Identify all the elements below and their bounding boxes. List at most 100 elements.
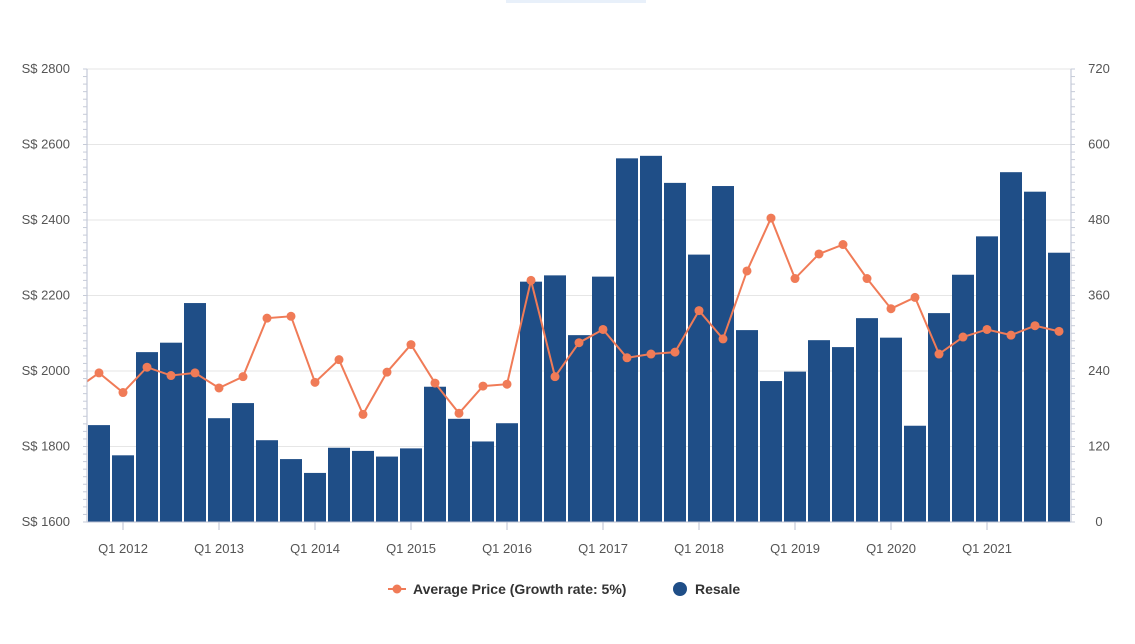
legend-item-resale[interactable]: Resale xyxy=(673,581,740,597)
average-price-point xyxy=(670,347,680,357)
average-price-point xyxy=(526,275,536,285)
average-price-point xyxy=(622,353,632,363)
average-price-point xyxy=(886,304,896,314)
resale-bar xyxy=(616,158,638,522)
right-tick-label: 480 xyxy=(1088,212,1110,227)
resale-bar xyxy=(496,423,518,522)
resale-bar xyxy=(304,472,326,522)
resale-bar xyxy=(136,352,158,522)
resale-bar xyxy=(328,447,350,522)
left-tick-label: S$ 2000 xyxy=(22,363,70,378)
average-price-line xyxy=(87,213,1064,419)
average-price-point xyxy=(718,334,728,344)
average-price-point xyxy=(166,371,176,381)
left-tick-label: S$ 2600 xyxy=(22,137,70,152)
left-tick-label: S$ 2400 xyxy=(22,212,70,227)
legend-item-average-price[interactable]: Average Price (Growth rate: 5%) xyxy=(388,581,626,597)
average-price-point xyxy=(214,383,224,393)
average-price-point xyxy=(1006,330,1016,340)
resale-bar xyxy=(1024,191,1046,522)
legend-label-resale: Resale xyxy=(695,581,740,597)
legend-dot-marker xyxy=(673,582,687,596)
x-tick-label: Q1 2016 xyxy=(482,541,532,556)
average-price-point xyxy=(766,213,776,223)
resale-bar xyxy=(832,347,854,522)
average-price-point xyxy=(382,367,392,377)
left-tick-label: S$ 1800 xyxy=(22,439,70,454)
average-price-point xyxy=(934,349,944,359)
resale-bar xyxy=(400,448,422,522)
average-price-point xyxy=(1054,326,1064,336)
resale-bar xyxy=(520,281,542,522)
average-price-point xyxy=(190,368,200,378)
average-price-polyline xyxy=(87,215,1060,417)
average-price-point xyxy=(838,240,848,250)
average-price-point xyxy=(790,274,800,284)
resale-bar xyxy=(472,441,494,522)
average-price-point xyxy=(238,372,248,382)
average-price-point xyxy=(478,381,488,391)
x-tick-label: Q1 2019 xyxy=(770,541,820,556)
left-tick-label: S$ 2200 xyxy=(22,288,70,303)
resale-bar xyxy=(112,455,134,522)
right-tick-label: 240 xyxy=(1088,363,1110,378)
resale-bar xyxy=(448,418,470,522)
resale-bar xyxy=(928,313,950,522)
resale-bar xyxy=(544,275,566,522)
x-tick-label: Q1 2013 xyxy=(194,541,244,556)
resale-bar xyxy=(760,381,782,522)
resale-bar xyxy=(688,254,710,522)
resale-bar xyxy=(880,337,902,522)
resale-bar xyxy=(856,318,878,522)
average-price-point xyxy=(454,408,464,418)
resale-bar xyxy=(1000,172,1022,522)
resale-bar xyxy=(208,418,230,522)
resale-bar xyxy=(376,456,398,522)
resale-bar xyxy=(736,330,758,522)
average-price-point xyxy=(598,324,608,334)
legend[interactable]: Average Price (Growth rate: 5%) Resale xyxy=(388,581,740,597)
axes: S$ 1600 S$ 1800 S$ 2000 S$ 2200 S$ 2400 S$ 26… xyxy=(22,61,1110,556)
average-price-point xyxy=(142,362,152,372)
right-tick-label: 360 xyxy=(1088,288,1110,303)
average-price-point xyxy=(430,378,440,388)
resale-bar xyxy=(952,274,974,522)
x-tick-label: Q1 2017 xyxy=(578,541,628,556)
average-price-point xyxy=(502,379,512,389)
average-price-point xyxy=(958,332,968,342)
resale-bar xyxy=(568,335,590,522)
right-tick-label: 0 xyxy=(1095,514,1102,529)
resale-bar xyxy=(256,440,278,522)
resale-bar xyxy=(904,425,926,522)
left-tick-label: S$ 1600 xyxy=(22,514,70,529)
resale-bar xyxy=(592,276,614,522)
average-price-point xyxy=(574,338,584,348)
average-price-point xyxy=(550,372,560,382)
resale-bars xyxy=(88,155,1070,523)
x-tick-label: Q1 2014 xyxy=(290,541,340,556)
resale-bar xyxy=(424,386,446,522)
x-tick-label: Q1 2021 xyxy=(962,541,1012,556)
resale-bar xyxy=(88,425,110,522)
resale-bar xyxy=(232,403,254,522)
resale-bar xyxy=(1048,252,1070,522)
resale-bar xyxy=(184,303,206,522)
average-price-point xyxy=(646,349,656,359)
x-tick-label: Q1 2015 xyxy=(386,541,436,556)
average-price-point xyxy=(334,355,344,365)
average-price-point xyxy=(118,388,128,398)
average-price-point xyxy=(910,292,920,302)
right-tick-label: 720 xyxy=(1088,61,1110,76)
resale-bar xyxy=(280,459,302,522)
resale-bar xyxy=(976,236,998,522)
top-tab-indicator xyxy=(506,0,646,3)
resale-bar xyxy=(640,155,662,522)
average-price-point xyxy=(742,266,752,276)
right-tick-label: 600 xyxy=(1088,137,1110,152)
average-price-point xyxy=(358,409,368,419)
resale-bar xyxy=(352,450,374,522)
average-price-point xyxy=(406,340,416,350)
resale-bar xyxy=(808,340,830,522)
